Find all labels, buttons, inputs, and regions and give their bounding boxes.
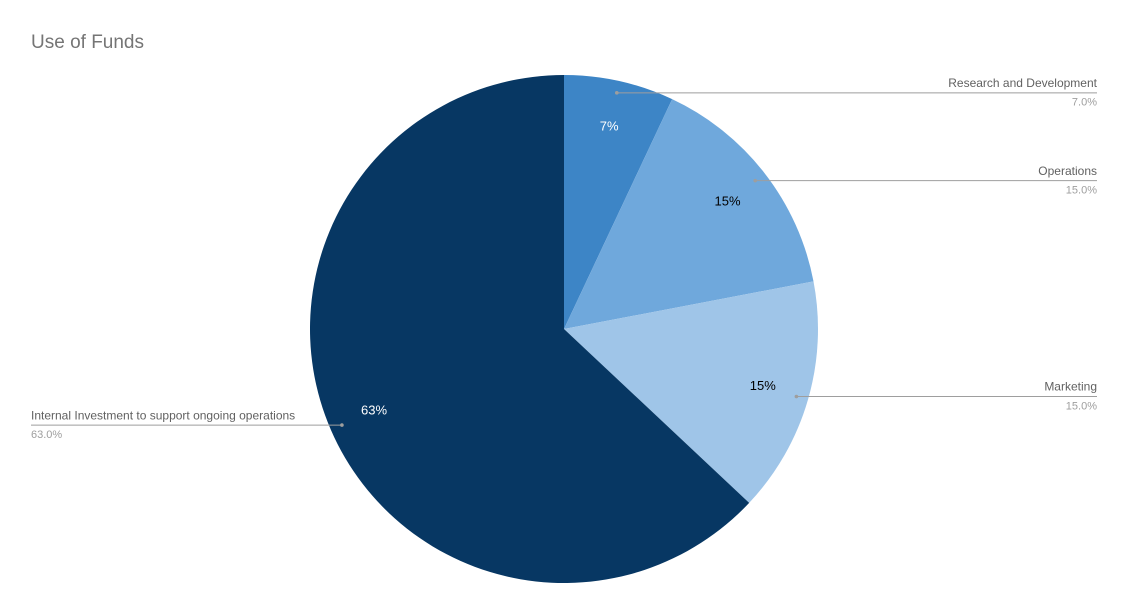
callout-label: Internal Investment to support ongoing o… (31, 408, 295, 422)
callout-label: Operations (1038, 164, 1097, 178)
leader-dot (753, 178, 758, 183)
leader-dot (614, 91, 619, 95)
callout-label: Research and Development (948, 76, 1097, 90)
slice-label: 7% (600, 118, 619, 133)
leader-dot (340, 423, 344, 427)
chart-title: Use of Funds (31, 32, 144, 53)
callout-label: Marketing (1044, 380, 1097, 394)
pie-slice (564, 75, 673, 329)
leader-dot (794, 394, 799, 399)
callout-value: 15.0% (1066, 400, 1097, 412)
pie-slice (309, 75, 750, 583)
pie-slice (564, 99, 814, 330)
callout-value: 7.0% (1072, 97, 1097, 109)
slice-label: 63% (361, 403, 387, 418)
slice-label: 15% (750, 378, 776, 393)
callout-value: 63.0% (31, 429, 62, 441)
pie-slice (564, 281, 818, 503)
slice-label: 15% (715, 194, 741, 209)
callout-value: 15.0% (1066, 185, 1097, 197)
